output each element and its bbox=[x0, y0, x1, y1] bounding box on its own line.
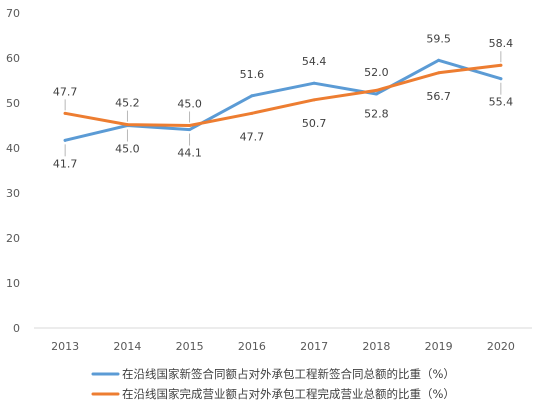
data-label: 47.7 bbox=[240, 130, 265, 143]
y-tick-label: 30 bbox=[6, 187, 20, 200]
data-label: 41.7 bbox=[53, 157, 78, 170]
data-point bbox=[437, 71, 441, 75]
data-label: 55.4 bbox=[489, 96, 514, 109]
data-point bbox=[250, 111, 254, 115]
data-label: 50.7 bbox=[302, 117, 327, 130]
data-point bbox=[188, 128, 192, 132]
data-point bbox=[312, 81, 316, 85]
x-tick-label: 2016 bbox=[238, 340, 266, 353]
data-label: 52.0 bbox=[364, 66, 389, 79]
y-tick-label: 50 bbox=[6, 97, 20, 110]
data-label: 59.5 bbox=[426, 32, 451, 45]
legend-label-2: 在沿线国家完成营业额占对外承包工程完成营业总额的比重（%） bbox=[122, 387, 455, 401]
x-tick-label: 2014 bbox=[113, 340, 141, 353]
x-tick-label: 2015 bbox=[176, 340, 204, 353]
data-point bbox=[374, 92, 378, 96]
x-tick-label: 2020 bbox=[487, 340, 515, 353]
y-tick-label: 10 bbox=[6, 277, 20, 290]
y-tick-label: 0 bbox=[13, 322, 20, 335]
data-labels: 41.7 45.0 44.1 51.6 54.4 52.0 59.5 55.4 47.7 45.2… bbox=[53, 32, 513, 170]
data-point bbox=[250, 94, 254, 98]
data-point bbox=[63, 111, 67, 115]
legend-label-1: 在沿线国家新签合同额占对外承包工程新签合同总额的比重（%） bbox=[122, 367, 455, 381]
x-axis: 2013 2014 2015 2016 2017 2018 2019 2020 bbox=[34, 327, 532, 353]
series-layer bbox=[63, 58, 503, 142]
data-label: 58.4 bbox=[489, 37, 514, 50]
data-point bbox=[63, 138, 67, 142]
data-point bbox=[499, 77, 503, 81]
data-label: 45.0 bbox=[115, 143, 140, 156]
data-label: 51.6 bbox=[240, 68, 265, 81]
data-label: 52.8 bbox=[364, 107, 389, 120]
data-point bbox=[374, 88, 378, 92]
x-tick-label: 2019 bbox=[425, 340, 453, 353]
data-point bbox=[188, 124, 192, 127]
data-label: 54.4 bbox=[302, 55, 327, 68]
y-axis: 0 10 20 30 40 50 60 70 bbox=[6, 7, 20, 335]
data-point bbox=[499, 63, 503, 67]
data-point bbox=[125, 123, 129, 127]
y-tick-label: 20 bbox=[6, 232, 20, 245]
data-point bbox=[312, 98, 316, 102]
y-tick-label: 60 bbox=[6, 52, 20, 65]
legend: 在沿线国家新签合同额占对外承包工程新签合同总额的比重（%） 在沿线国家完成营业额占… bbox=[91, 367, 455, 401]
data-label: 47.7 bbox=[53, 85, 78, 98]
x-tick-label: 2017 bbox=[300, 340, 328, 353]
data-label: 45.0 bbox=[177, 98, 202, 111]
y-tick-label: 70 bbox=[6, 7, 20, 20]
data-label: 44.1 bbox=[177, 147, 202, 160]
series-line-2 bbox=[63, 63, 503, 127]
x-tick-label: 2013 bbox=[51, 340, 79, 353]
x-tick-label: 2018 bbox=[362, 340, 390, 353]
data-point bbox=[437, 58, 441, 62]
y-tick-label: 40 bbox=[6, 142, 20, 155]
data-label: 45.2 bbox=[115, 97, 140, 110]
data-label: 56.7 bbox=[426, 90, 451, 103]
